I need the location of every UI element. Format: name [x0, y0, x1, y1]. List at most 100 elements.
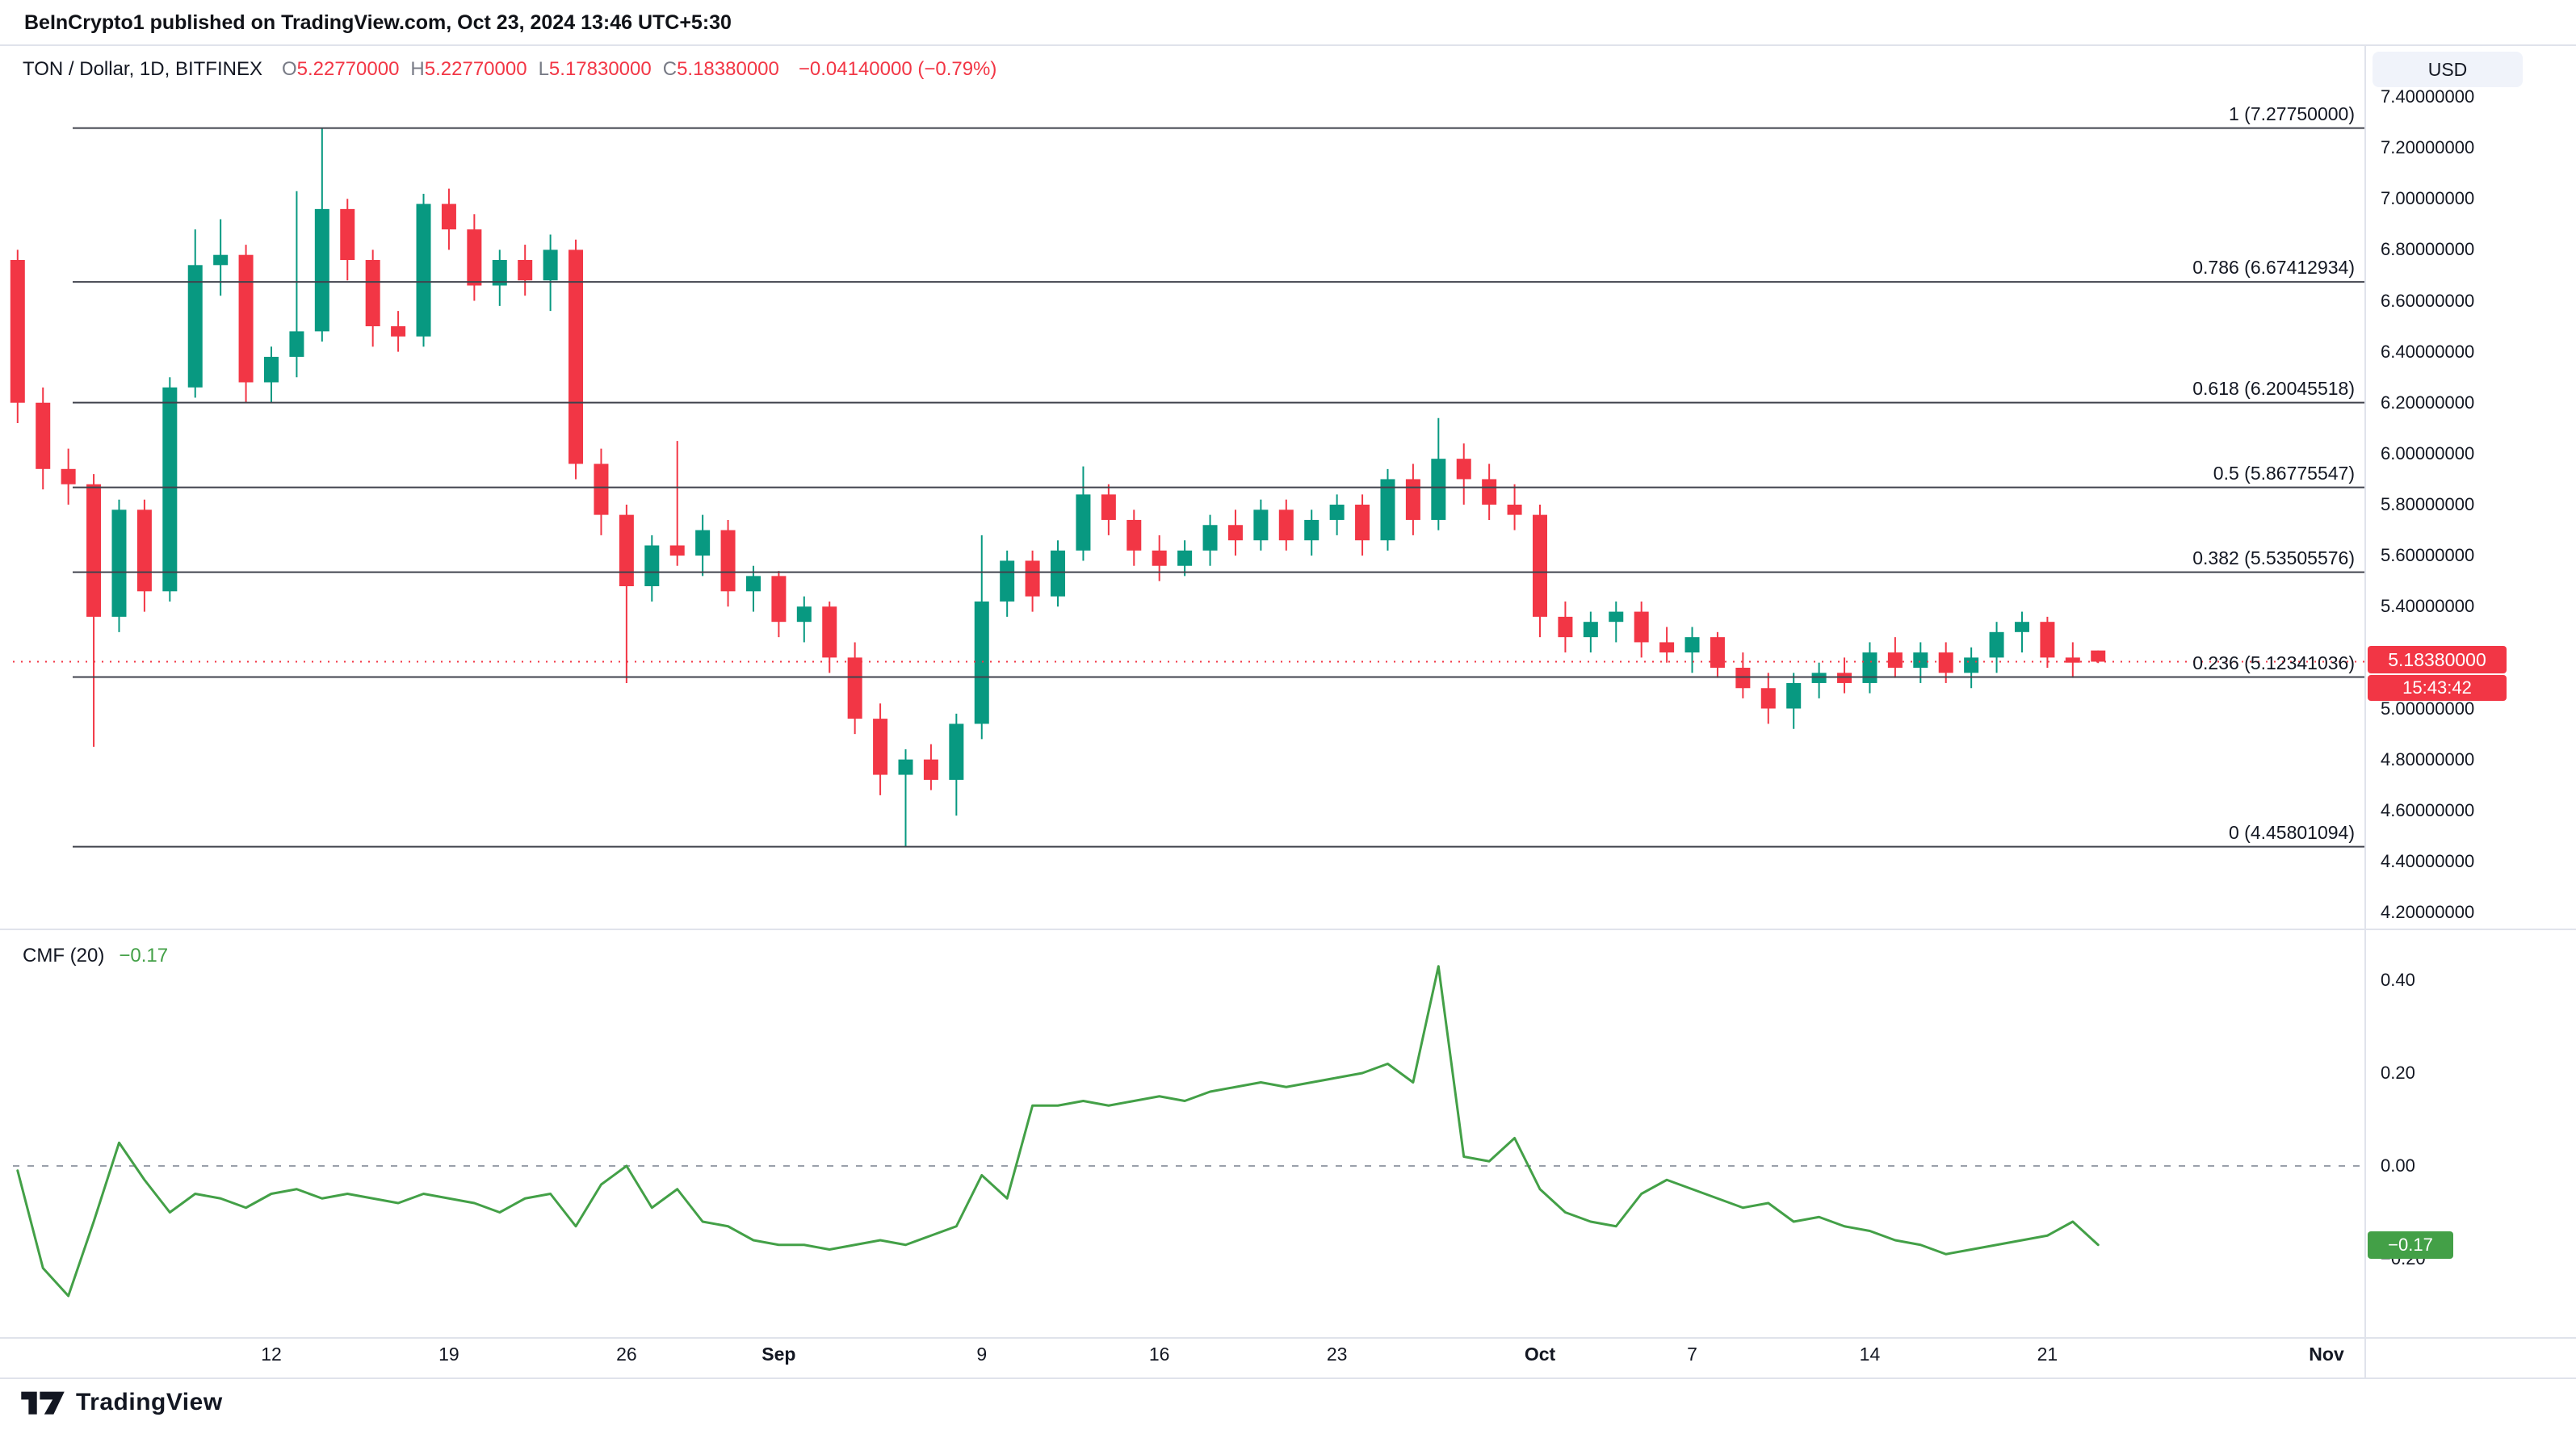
- candlestick: [543, 234, 558, 312]
- currency-button[interactable]: USD: [2373, 52, 2523, 87]
- price-tick-label: 5.00000000: [2381, 698, 2475, 719]
- time-axis[interactable]: 12 19 26 Sep 9 16 23 Oct 7 14 21 Nov: [0, 1344, 2364, 1373]
- price-tick-label: 7.40000000: [2381, 86, 2475, 107]
- indicator-name[interactable]: CMF (20): [23, 945, 105, 967]
- candlestick: [1989, 622, 2004, 673]
- candlestick: [441, 188, 456, 250]
- price-tick-label: 5.60000000: [2381, 545, 2475, 566]
- footer-brand[interactable]: TradingView: [21, 1389, 223, 1416]
- price-tick-label: 6.80000000: [2381, 239, 2475, 260]
- candlestick: [187, 229, 203, 398]
- symbol-title[interactable]: TON / Dollar, 1D, BITFINEX: [23, 58, 262, 80]
- candlestick: [796, 596, 812, 643]
- candlestick: [264, 346, 279, 403]
- bar-countdown: 15:43:42: [2368, 675, 2507, 702]
- candlestick: [492, 249, 507, 306]
- candlestick: [619, 505, 634, 683]
- candlestick: [1862, 642, 1877, 694]
- last-price-badge: 5.18380000 15:43:42: [2368, 646, 2507, 702]
- last-price-value: 5.18380000: [2368, 646, 2507, 674]
- ohlc-readout: O5.22770000 H5.22770000 L5.17830000 C5.1…: [282, 58, 779, 81]
- candlestick: [213, 219, 229, 296]
- candlestick: [238, 245, 254, 403]
- candlestick: [36, 387, 51, 490]
- candlestick: [974, 535, 989, 740]
- time-axis-label: 12: [261, 1344, 282, 1365]
- candlestick: [467, 214, 482, 301]
- candlestick: [1405, 463, 1420, 535]
- ohlc-close: C5.18380000: [662, 58, 779, 80]
- pane-separator[interactable]: [0, 929, 2576, 930]
- time-axis-label: Sep: [761, 1344, 796, 1365]
- price-tick-label: 4.60000000: [2381, 799, 2475, 820]
- candlestick: [1126, 509, 1142, 566]
- candlestick: [1380, 468, 1395, 551]
- price-tick-label: 4.20000000: [2381, 902, 2475, 922]
- symbol-legend[interactable]: TON / Dollar, 1D, BITFINEX O5.22770000 H…: [23, 58, 996, 81]
- main-price-pane[interactable]: [0, 45, 2364, 929]
- candlestick: [1811, 662, 1827, 698]
- cmf-value-badge: −0.17: [2368, 1231, 2453, 1259]
- candlestick: [1000, 550, 1015, 617]
- indicator-tick-label: 0.00: [2381, 1155, 2415, 1176]
- candlestick: [1278, 499, 1294, 551]
- candlestick: [1177, 540, 1193, 577]
- candlestick: [1152, 535, 1167, 581]
- candlestick: [1431, 417, 1446, 530]
- candlestick: [1482, 463, 1497, 520]
- candlestick: [720, 519, 736, 607]
- candlestick: [1659, 627, 1675, 663]
- time-axis-label: 23: [1326, 1344, 1348, 1365]
- candlestick: [1938, 642, 1953, 683]
- candlestick: [61, 448, 76, 505]
- candlestick: [2014, 611, 2029, 653]
- candlestick: [2091, 650, 2106, 664]
- price-axis-scale[interactable]: 7.40000000 7.20000000 7.00000000 6.80000000…: [2381, 0, 2576, 1455]
- candlestick: [289, 191, 304, 378]
- candlestick: [518, 245, 533, 296]
- time-axis-label: 7: [1687, 1344, 1697, 1365]
- candlestick: [1964, 647, 1979, 689]
- candlestick: [1634, 601, 1649, 658]
- time-axis-label: 9: [976, 1344, 988, 1365]
- indicator-tick-label: 0.40: [2381, 970, 2415, 990]
- price-tick-label: 5.80000000: [2381, 494, 2475, 514]
- candlestick: [1837, 657, 1852, 694]
- header-separator: [0, 44, 2576, 46]
- candlestick: [594, 448, 609, 535]
- candlestick: [1609, 601, 1624, 643]
- candlestick: [1076, 466, 1091, 561]
- price-tick-label: 4.80000000: [2381, 748, 2475, 769]
- attribution-bar: BeInCrypto1 published on TradingView.com…: [24, 11, 732, 35]
- price-change: −0.04140000 (−0.79%): [798, 58, 997, 80]
- indicator-legend[interactable]: CMF (20) −0.17: [23, 945, 168, 967]
- candlestick: [86, 474, 102, 747]
- price-tick-label: 6.40000000: [2381, 341, 2475, 362]
- price-tick-label: 6.60000000: [2381, 290, 2475, 311]
- price-axis-border: [2364, 45, 2366, 1377]
- currency-label: USD: [2427, 58, 2468, 80]
- candlestick: [1558, 601, 1573, 653]
- candlestick: [1025, 550, 1040, 612]
- candlestick: [1202, 514, 1218, 566]
- candlestick: [136, 499, 152, 612]
- candlestick: [1227, 509, 1243, 556]
- candlestick: [340, 199, 355, 281]
- candlestick: [391, 311, 406, 352]
- candlestick: [1355, 494, 1370, 556]
- ohlc-open: O5.22770000: [281, 58, 400, 80]
- cmf-indicator-pane[interactable]: [0, 930, 2364, 1337]
- time-axis-label: 19: [438, 1344, 459, 1365]
- candlestick: [1051, 540, 1066, 607]
- time-axis-border: [0, 1337, 2576, 1339]
- time-axis-label: Nov: [2309, 1344, 2344, 1365]
- indicator-value: −0.17: [119, 945, 169, 967]
- candlestick: [162, 377, 178, 602]
- tradingview-logo-icon: [21, 1389, 65, 1416]
- candlestick: [111, 499, 127, 632]
- candlestick: [745, 565, 761, 612]
- price-tick-label: 6.00000000: [2381, 442, 2475, 463]
- candlestick: [1456, 443, 1471, 505]
- candlestick: [568, 239, 584, 480]
- candlestick: [949, 713, 964, 816]
